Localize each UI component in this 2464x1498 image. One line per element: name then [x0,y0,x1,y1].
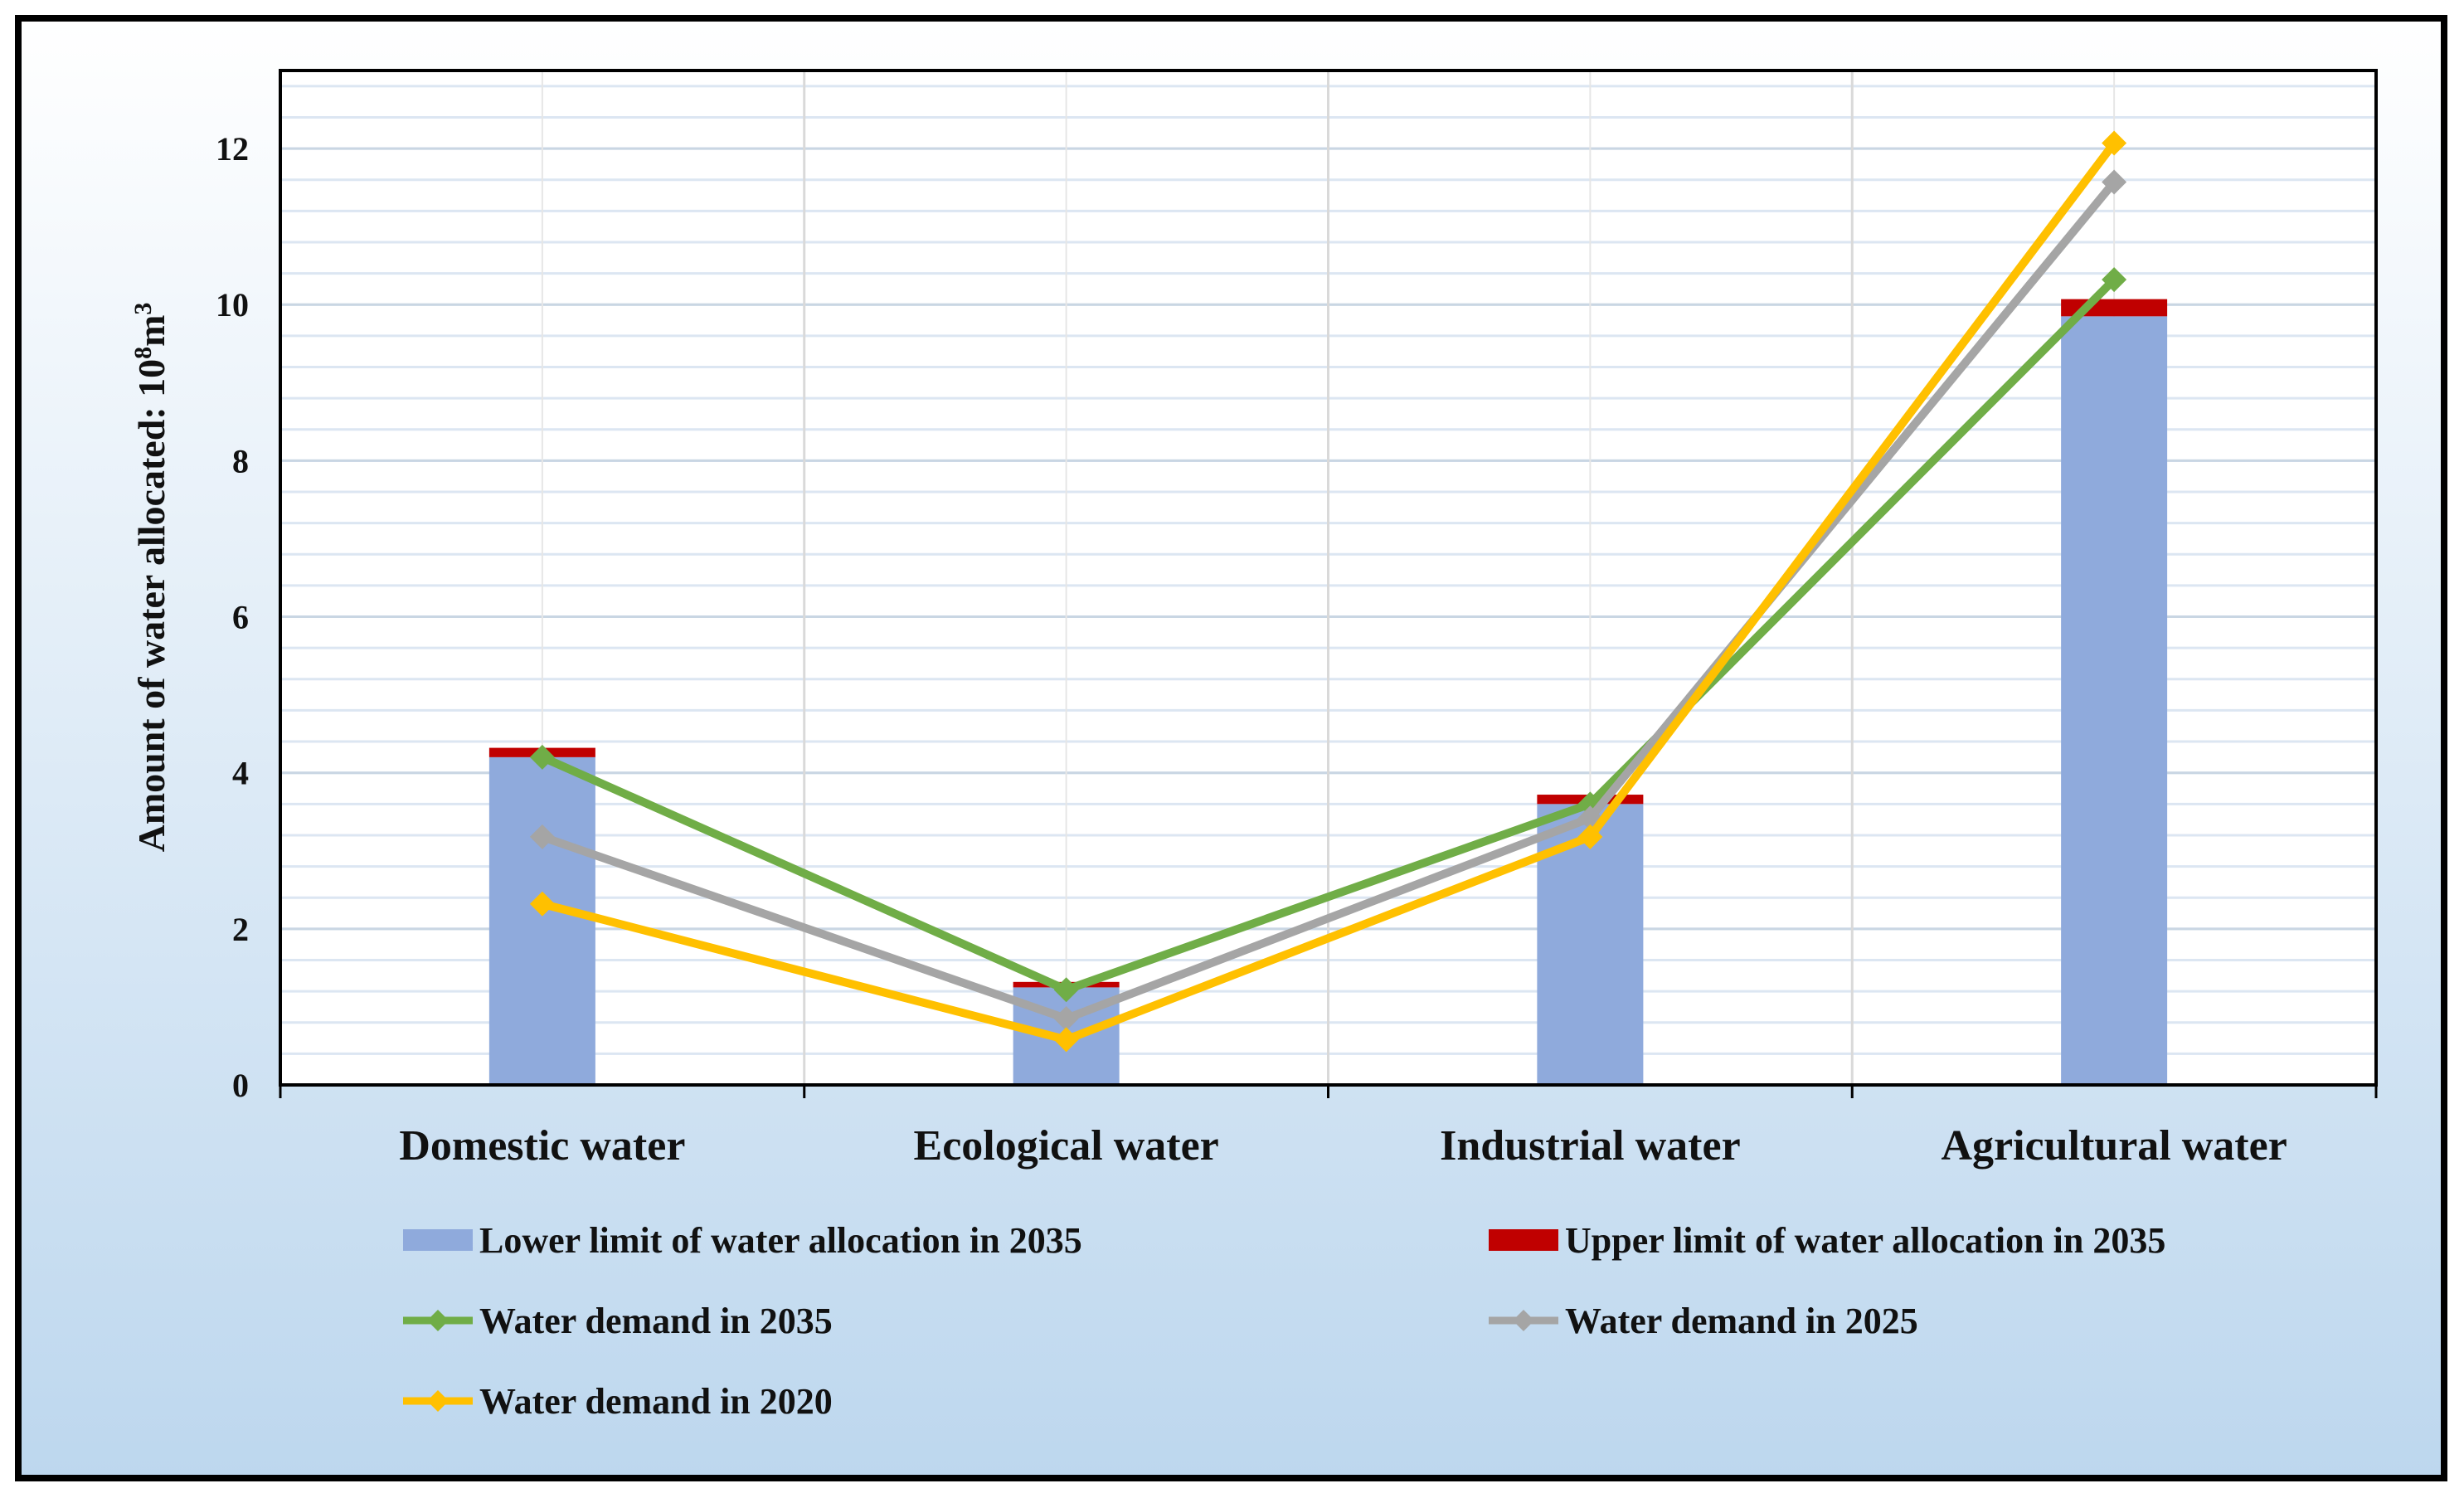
x-category-label: Domestic water [399,1122,685,1170]
legend-label: Lower limit of water allocation in 2035 [479,1220,1082,1261]
line-marker [529,744,555,770]
plot-border [279,69,2378,1087]
legend-swatch-marker [427,1390,449,1412]
x-category-label: Agricultural water [1941,1122,2287,1170]
line-series-3 [541,140,2118,1044]
y-axis-title-text: Amount of water allocated: 10 [130,359,173,853]
bar-lower-limit-2035 [488,756,595,1085]
line-marker [2102,267,2127,293]
legend-swatch-marker [1513,1310,1534,1331]
line-marker [1577,824,1603,849]
x-category-label: Ecological water [914,1122,1219,1170]
legend-label: Upper limit of water allocation in 2035 [1565,1220,2165,1261]
demand-lines [529,130,2127,1053]
legend-swatch-bar [1489,1229,1558,1251]
legend-swatch-marker [427,1310,449,1331]
line-marker [2102,130,2127,156]
line-marker [1053,1027,1079,1053]
line-series-1 [540,276,2117,995]
legend: Lower limit of water allocation in 2035 U… [403,1220,2165,1422]
line-marker [529,891,555,917]
axis-ticks: 0 2 4 6 8 10 12 [216,130,249,1104]
y-tick-label: 8 [232,442,249,479]
y-tick-label: 12 [216,130,249,168]
legend-label: Water demand in 2020 [479,1381,833,1422]
y-axis-title-exponent: 8 [129,347,157,359]
y-axis-title-unit-exponent: 3 [129,303,157,315]
line-marker [2102,169,2127,195]
line-marker [1053,977,1079,1003]
y-axis-title-unit: m [130,315,173,347]
category-labels: Domestic water Ecological water Industrial… [399,1122,2287,1170]
line-marker [1053,1006,1079,1032]
legend-label: Water demand in 2035 [479,1301,833,1341]
line-series-2 [541,179,2117,1024]
bar-lower-limit-2035 [2061,316,2168,1086]
line-marker [529,824,555,849]
y-tick-label: 2 [232,911,249,948]
legend-label: Water demand in 2025 [1565,1301,1918,1341]
legend-swatch-bar [403,1229,473,1251]
y-tick-label: 0 [232,1067,249,1104]
y-tick-label: 10 [216,286,249,323]
y-tick-label: 6 [232,599,249,636]
bars [488,299,2168,1086]
y-tick-label: 4 [232,755,249,792]
x-category-label: Industrial water [1440,1122,1741,1170]
y-axis-title: Amount of water allocated: 108m3 [129,303,173,853]
